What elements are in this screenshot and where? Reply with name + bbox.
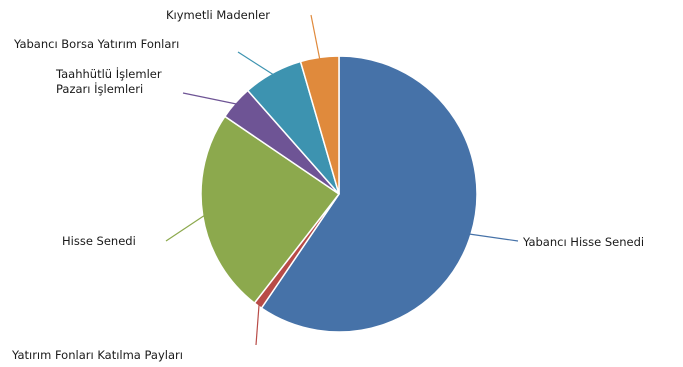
leader-line bbox=[310, 14, 321, 60]
slice-label: Yabancı Hisse Senedi bbox=[522, 235, 644, 249]
leader-line bbox=[255, 303, 260, 346]
slice-label: Kıymetli Madenler bbox=[166, 8, 270, 22]
leader-line bbox=[165, 214, 206, 242]
pie-slice bbox=[200, 115, 341, 305]
leader-line bbox=[468, 233, 519, 242]
slice-label: Taahhütlü İşlemler Pazarı İşlemleri bbox=[55, 66, 162, 96]
slice-labels: Yabancı Hisse Senedi Yatırım Fonları Katı… bbox=[11, 8, 644, 362]
pie-slices bbox=[200, 55, 478, 333]
leader-lines bbox=[165, 14, 519, 346]
slice-label: Yatırım Fonları Katılma Payları bbox=[11, 348, 183, 362]
slice-label: Yabancı Borsa Yatırım Fonları bbox=[13, 37, 179, 51]
slice-label: Hisse Senedi bbox=[62, 234, 136, 248]
leader-line bbox=[182, 92, 238, 105]
leader-line bbox=[237, 51, 274, 76]
